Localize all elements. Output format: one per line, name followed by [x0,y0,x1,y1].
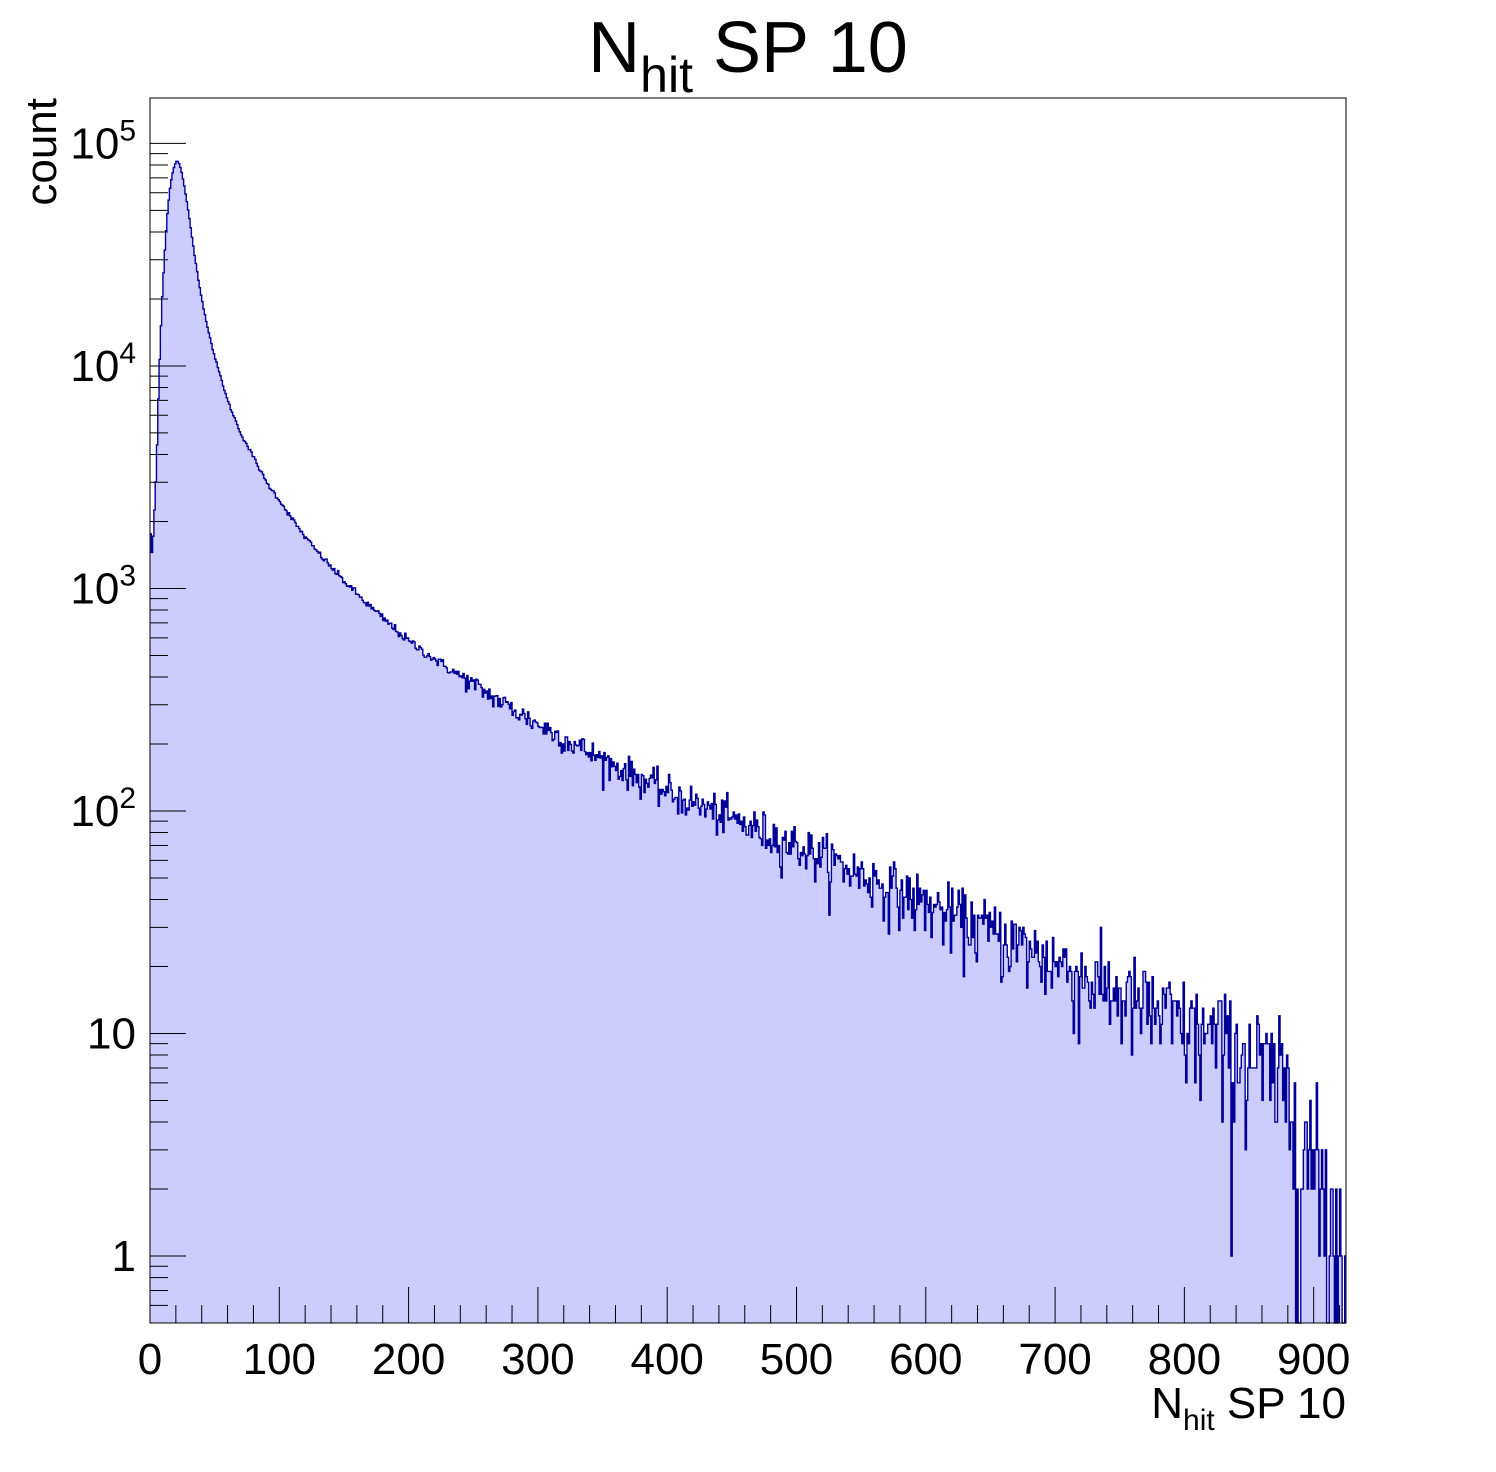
x-tick-label: 0 [138,1335,162,1384]
y-tick-label: 102 [70,782,136,836]
x-axis-label: Nhit SP 10 [1151,1379,1346,1437]
x-tick-label: 400 [630,1335,703,1384]
y-tick-label: 105 [70,114,136,168]
chart-title: Nhit SP 10 [588,8,908,103]
plot-frame [149,97,1347,1324]
x-tick-label: 300 [501,1335,574,1384]
x-tick-label: 500 [760,1335,833,1384]
x-tick-label: 600 [889,1335,962,1384]
x-tick-label: 900 [1277,1335,1350,1384]
y-tick-label: 10 [87,1009,136,1058]
x-tick-label: 800 [1148,1335,1221,1384]
x-tick-label: 100 [243,1335,316,1384]
y-tick-label: 104 [70,337,136,391]
y-axis-label: count [17,98,66,206]
y-tick-label: 103 [70,559,136,613]
y-tick-label: 1 [112,1232,136,1281]
x-tick-label: 700 [1018,1335,1091,1384]
histogram-outline [150,160,1346,1324]
histogram-fill [150,161,1346,1324]
x-tick-label: 200 [372,1335,445,1384]
